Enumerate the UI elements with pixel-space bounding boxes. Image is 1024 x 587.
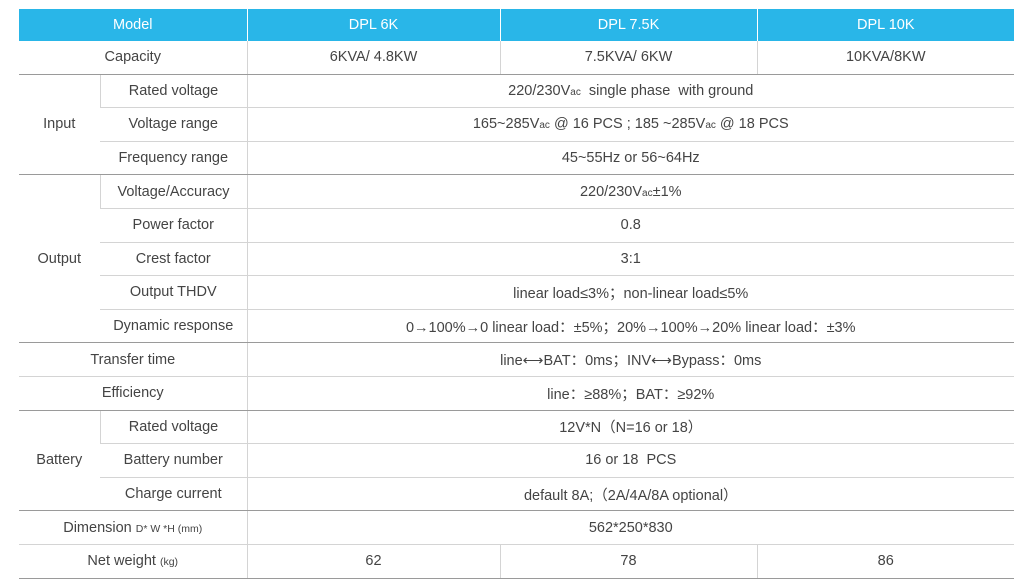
net-weight-value-7-5k: 78 bbox=[499, 544, 757, 579]
capacity-value-6k: 6KVA/ 4.8KW bbox=[246, 41, 500, 75]
capacity-label: Capacity bbox=[19, 41, 247, 75]
output-crest-factor-value: 3:1 bbox=[246, 242, 1014, 277]
output-power-factor-value: 0.8 bbox=[246, 208, 1014, 243]
output-dynamic-response-label: Dynamic response bbox=[100, 309, 247, 344]
input-voltage-range-value: 165~285Vac @ 16 PCS ; 185 ~285Vac @ 18 P… bbox=[246, 107, 1014, 142]
battery-number-value: 16 or 18 PCS bbox=[246, 443, 1014, 478]
output-thdv-row: Output THDV linear load≤3%；non-linear lo… bbox=[19, 275, 1014, 310]
dimension-unit: D* W *H (mm) bbox=[135, 522, 203, 535]
battery-group-label: Battery bbox=[19, 410, 100, 512]
spec-table: Model DPL 6K DPL 7.5K DPL 10K Capacity 6… bbox=[19, 9, 1014, 579]
input-rated-voltage-label: Rated voltage bbox=[99, 74, 247, 109]
output-dynamic-response-value: 0→100%→0 linear load：±5%；20%→100%→20% li… bbox=[246, 309, 1014, 344]
output-dynamic-response-row: Dynamic response 0→100%→0 linear load：±5… bbox=[19, 309, 1014, 344]
output-voltage-accuracy-value: 220/230Vac±1% bbox=[246, 174, 1014, 209]
net-weight-value-10k: 86 bbox=[756, 544, 1014, 579]
battery-number-row: Battery number 16 or 18 PCS bbox=[19, 443, 1014, 478]
input-frequency-range-row: Frequency range 45~55Hz or 56~64Hz bbox=[19, 141, 1014, 176]
transfer-time-value: line⟷BAT：0ms；INV⟷Bypass：0ms bbox=[246, 342, 1014, 377]
battery-rated-voltage-label: Rated voltage bbox=[99, 410, 247, 445]
input-frequency-range-value: 45~55Hz or 56~64Hz bbox=[246, 141, 1014, 176]
net-weight-row: Net weight (kg) 62 78 86 bbox=[19, 544, 1014, 579]
output-thdv-value: linear load≤3%；non-linear load≤5% bbox=[246, 275, 1014, 310]
net-weight-unit: (kg) bbox=[159, 556, 179, 569]
transfer-time-label: Transfer time bbox=[19, 342, 247, 377]
dimension-row: Dimension D* W *H (mm) 562*250*830 bbox=[19, 510, 1014, 545]
output-thdv-label: Output THDV bbox=[100, 275, 247, 310]
header-model-label: Model bbox=[19, 9, 247, 41]
output-crest-factor-row: Crest factor 3:1 bbox=[19, 242, 1014, 277]
output-voltage-accuracy-label: Voltage/Accuracy bbox=[99, 174, 247, 209]
output-power-factor-label: Power factor bbox=[100, 208, 247, 243]
input-frequency-range-label: Frequency range bbox=[100, 141, 247, 176]
output-power-factor-row: Power factor 0.8 bbox=[19, 208, 1014, 243]
output-group-label: Output bbox=[19, 174, 100, 344]
dimension-value: 562*250*830 bbox=[246, 510, 1014, 545]
header-model-dpl-10k: DPL 10K bbox=[756, 9, 1014, 41]
net-weight-label: Net weight (kg) bbox=[19, 544, 247, 579]
transfer-time-row: Transfer time line⟷BAT：0ms；INV⟷Bypass：0m… bbox=[19, 342, 1014, 377]
battery-number-label: Battery number bbox=[100, 443, 247, 478]
input-group-label: Input bbox=[19, 74, 100, 176]
capacity-row: Capacity 6KVA/ 4.8KW 7.5KVA/ 6KW 10KVA/8… bbox=[19, 41, 1014, 75]
input-voltage-range-label: Voltage range bbox=[100, 107, 247, 142]
input-rated-voltage-row: Input Rated voltage 220/230Vac single ph… bbox=[19, 74, 1014, 176]
capacity-value-7-5k: 7.5KVA/ 6KW bbox=[499, 41, 757, 75]
efficiency-row: Efficiency line：≥88%；BAT：≥92% bbox=[19, 376, 1014, 411]
header-model-dpl-6k: DPL 6K bbox=[246, 9, 500, 41]
efficiency-label: Efficiency bbox=[19, 376, 247, 411]
header-model-dpl-7-5k: DPL 7.5K bbox=[499, 9, 757, 41]
capacity-value-10k: 10KVA/8KW bbox=[756, 41, 1014, 75]
input-voltage-range-row: Voltage range 165~285Vac @ 16 PCS ; 185 … bbox=[19, 107, 1014, 142]
output-crest-factor-label: Crest factor bbox=[100, 242, 247, 277]
battery-rated-voltage-value: 12V*N（N=16 or 18） bbox=[246, 410, 1014, 445]
net-weight-value-6k: 62 bbox=[246, 544, 500, 579]
efficiency-value: line：≥88%；BAT：≥92% bbox=[246, 376, 1014, 411]
battery-charge-current-value: default 8A;（2A/4A/8A optional） bbox=[246, 477, 1014, 512]
header-row: Model DPL 6K DPL 7.5K DPL 10K bbox=[19, 9, 1014, 41]
battery-charge-current-label: Charge current bbox=[100, 477, 247, 512]
dimension-label: Dimension D* W *H (mm) bbox=[19, 510, 247, 545]
input-rated-voltage-value: 220/230Vac single phase with ground bbox=[246, 74, 1014, 109]
battery-rated-voltage-row: Battery Rated voltage 12V*N（N=16 or 18） bbox=[19, 410, 1014, 512]
battery-charge-current-row: Charge current default 8A;（2A/4A/8A opti… bbox=[19, 477, 1014, 512]
output-voltage-accuracy-row: Output Voltage/Accuracy 220/230Vac±1% bbox=[19, 174, 1014, 344]
